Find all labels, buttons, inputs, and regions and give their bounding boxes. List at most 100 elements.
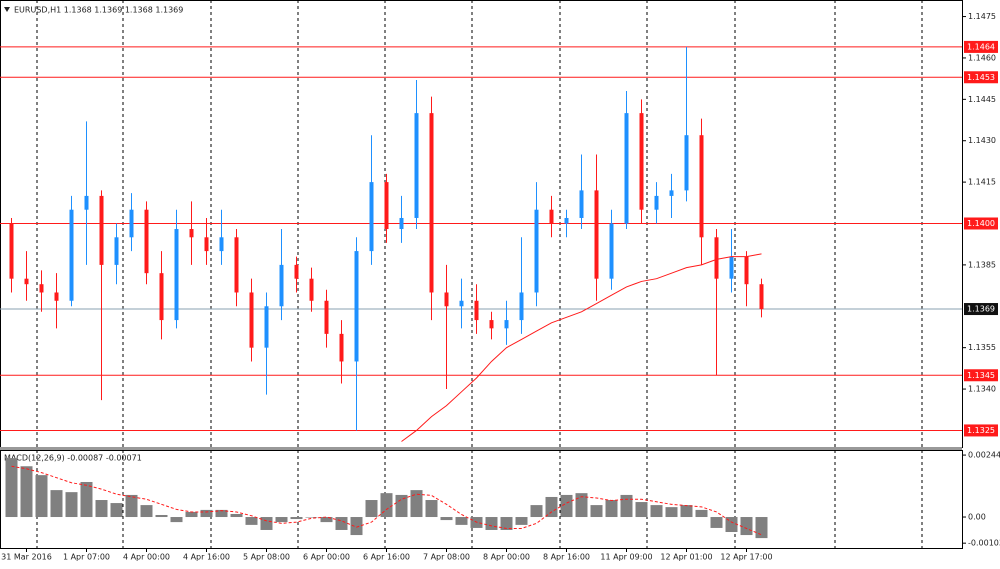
macd-bar	[275, 517, 288, 523]
macd-bar	[545, 496, 558, 518]
macd-bar	[5, 458, 18, 518]
price-level-label: 1.1345	[967, 371, 995, 380]
y-tick-label: 0.00	[968, 513, 986, 522]
macd-bar	[140, 505, 153, 518]
candle-body	[684, 135, 689, 191]
macd-bar	[650, 505, 663, 518]
x-tick-label: 6 Apr 16:00	[363, 553, 410, 562]
price-level-box	[964, 369, 998, 382]
y-tick-label: 1.1385	[968, 260, 996, 269]
macd-bar	[335, 517, 348, 530]
candle-body	[294, 264, 299, 279]
macd-bar	[665, 507, 678, 518]
price-level-box	[964, 217, 998, 230]
candle-body	[504, 320, 509, 329]
candle-body	[339, 333, 344, 362]
x-tick-label: 8 Apr 16:00	[543, 553, 590, 562]
candle-body	[69, 209, 74, 301]
chart-title: EURUSD,H1 1.1368 1.1369 1.1368 1.1369	[14, 6, 183, 15]
y-tick-label: 1.1340	[968, 385, 996, 394]
candle-body	[369, 182, 374, 252]
macd-bar	[20, 466, 33, 518]
macd-bar	[35, 475, 48, 518]
candle-body	[264, 306, 269, 348]
y-tick-label: 1.1415	[968, 178, 996, 187]
candle-body	[39, 284, 44, 293]
candle-body	[549, 209, 554, 224]
y-tick-label: 0.00244	[968, 451, 1000, 460]
x-tick-label: 5 Apr 08:00	[243, 553, 290, 562]
candle-body	[24, 278, 29, 285]
y-tick-label: 1.1445	[968, 95, 996, 104]
candle-body	[729, 256, 734, 279]
macd-bar	[65, 492, 78, 518]
macd-bar	[395, 494, 408, 518]
candle-body	[174, 229, 179, 321]
macd-bar	[380, 493, 393, 518]
candle-body	[459, 300, 464, 307]
candle-body	[744, 256, 749, 285]
candle-body	[129, 209, 134, 238]
macd-bar	[440, 517, 453, 521]
macd-bar	[635, 502, 648, 518]
candle-body	[159, 273, 164, 321]
y-tick-label: 1.1460	[968, 53, 996, 62]
macd-bar	[215, 509, 228, 518]
macd-bar	[530, 505, 543, 518]
signal-line	[11, 465, 762, 536]
x-tick-label: 12 Apr 17:00	[720, 553, 772, 562]
candle-body	[354, 251, 359, 362]
moving-average	[401, 253, 762, 442]
candle-body	[429, 113, 434, 293]
macd-bar	[725, 517, 738, 533]
macd-bar	[740, 517, 753, 536]
price-level-box	[964, 40, 998, 53]
candle-body	[654, 195, 659, 210]
x-tick-label: 7 Apr 08:00	[423, 553, 470, 562]
candle-body	[474, 300, 479, 321]
candle-body	[564, 217, 569, 224]
candle-body	[609, 223, 614, 279]
macd-bar	[710, 517, 723, 528]
macd-bar	[500, 517, 513, 530]
menu-arrow	[4, 7, 10, 12]
macd-bar	[260, 517, 273, 530]
candle-body	[54, 292, 59, 301]
macd-bar	[455, 517, 468, 525]
candle-body	[114, 237, 119, 265]
candle-body	[84, 195, 89, 210]
y-tick-label: 1.1430	[968, 136, 996, 145]
price-level-box	[964, 71, 998, 84]
candle-body	[9, 223, 14, 279]
macd-bar	[605, 500, 618, 518]
candle-body	[249, 292, 254, 348]
candle-body	[714, 237, 719, 279]
candle-body	[279, 264, 284, 307]
macd-bar	[95, 500, 108, 518]
candle-body	[234, 237, 239, 293]
candle-body	[189, 229, 194, 238]
price-level-box	[964, 424, 998, 437]
x-tick-label: 6 Apr 00:00	[303, 553, 350, 562]
macd-bar	[515, 517, 528, 525]
candle-body	[144, 209, 149, 274]
candle-body	[669, 190, 674, 196]
macd-bar	[125, 494, 138, 518]
candle-body	[759, 284, 764, 310]
macd-bar	[590, 505, 603, 518]
macd-bar	[755, 517, 768, 539]
candle-body	[384, 182, 389, 230]
pane-separator	[0, 447, 962, 450]
last-price-label: 1.1369	[967, 305, 995, 314]
y-tick-label: -0.00103	[968, 539, 1000, 548]
macd-bar	[230, 513, 243, 518]
candle-body	[489, 320, 494, 329]
macd-bar	[185, 511, 198, 518]
candle-body	[519, 292, 524, 321]
candle-body	[204, 237, 209, 252]
x-tick-label: 4 Apr 16:00	[183, 553, 230, 562]
y-tick-label: 1.1355	[968, 343, 996, 352]
candle-body	[624, 113, 629, 224]
candle-body	[639, 113, 644, 210]
